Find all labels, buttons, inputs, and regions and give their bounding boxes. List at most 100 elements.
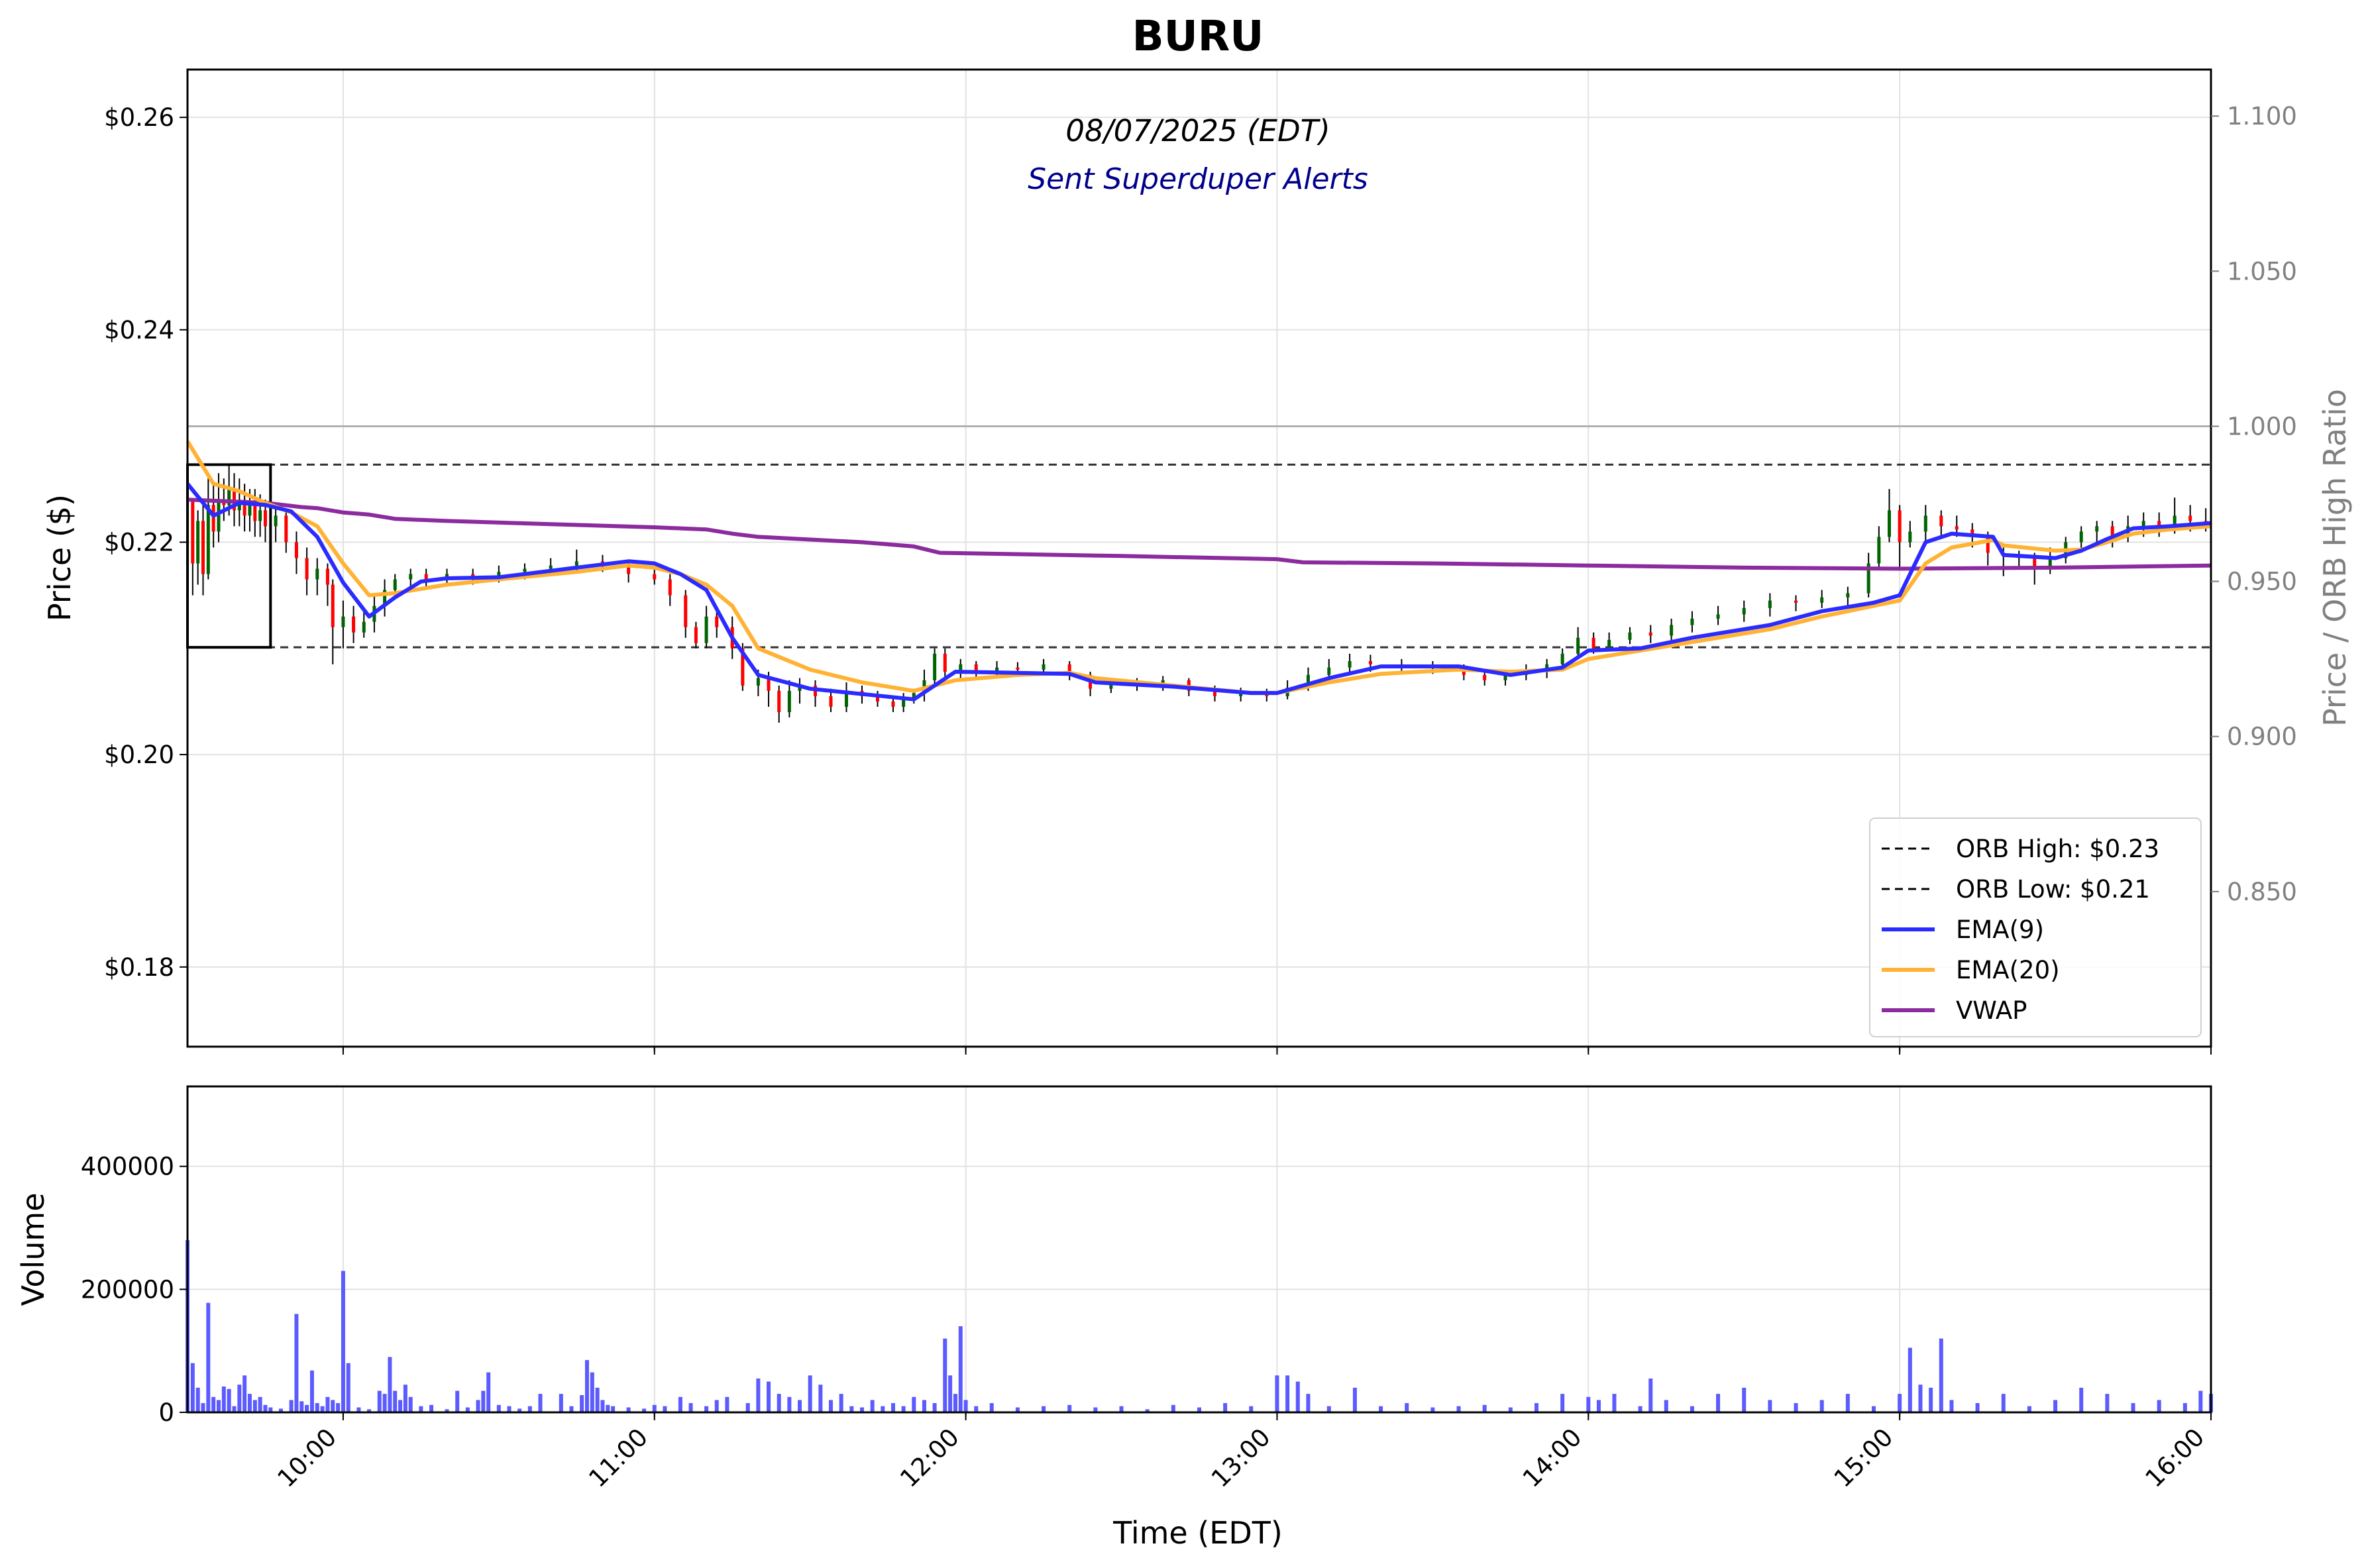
volume-bar [1612,1394,1617,1412]
volume-bar [663,1406,667,1412]
volume-bar [263,1404,268,1412]
right-y-tick-label: 1.050 [2227,257,2297,286]
volume-bar [569,1406,574,1412]
candle-body [1820,597,1824,603]
volume-bar [2027,1406,2031,1412]
candle-body [715,616,719,627]
orb-levels [186,425,2211,649]
x-axis-label: Time (EDT) [1112,1515,1283,1551]
volume-bar [507,1406,511,1412]
volume-bar [486,1372,491,1412]
legend-label: EMA(20) [1956,956,2060,984]
volume-bar [289,1400,294,1412]
volume-bar [388,1357,392,1412]
candle-body [902,699,906,707]
volume-bar [325,1396,330,1412]
volume-bar [341,1271,345,1412]
candle-body [756,678,760,686]
volume-axis-label: Volume [15,1192,51,1306]
candle-body [574,561,578,566]
candle-body [2095,526,2099,532]
vwap-line [187,497,2212,571]
volume-bar [1872,1406,1876,1412]
volume-plot-frame [186,1085,2212,1414]
candle-body [1628,632,1632,640]
candle-body [653,574,657,580]
volume-bar [382,1394,387,1412]
candle-body [191,499,195,564]
legend-label: ORB High: $0.23 [1956,835,2159,863]
volume-bar [1929,1387,1933,1412]
volume-bar [704,1406,709,1412]
candle-body [974,664,978,672]
volume-bar [756,1378,761,1412]
volume-bar [1949,1400,1954,1412]
candle-body [1768,600,1772,608]
volume-bar [989,1403,994,1412]
candle-body [258,510,262,521]
candle-body [1670,625,1674,636]
volume-bar [890,1403,895,1412]
right-y-tick-label: 1.100 [2227,102,2297,131]
chart-subtitle: 08/07/2025 (EDT) [1065,113,1330,148]
candle-body [741,648,745,686]
right-y-tick-label: 0.900 [2227,723,2297,751]
volume-bar [948,1375,953,1412]
candle-body [627,565,631,574]
legend-box [1869,817,2202,1037]
volume-bar [1908,1347,1912,1412]
candle-body [1560,653,1564,664]
volume-tick-label: 0 [158,1398,174,1427]
candle-body [2188,515,2192,521]
volume-bar [305,1404,309,1412]
right-y-tick-label: 1.000 [2227,412,2297,441]
candle-body [1483,674,1487,680]
volume-bar [227,1388,231,1412]
candle-body [253,505,257,521]
volume-bar [808,1375,812,1412]
candle-body [1591,637,1595,649]
volume-bar [1456,1406,1461,1412]
volume-bar [626,1407,631,1412]
right-y-tick-label: 0.850 [2227,878,2297,906]
volume-bar [932,1403,937,1412]
candle-body [383,590,387,606]
volume-bar [1197,1407,1201,1412]
volume-bar [278,1408,283,1412]
candle-body [1503,674,1507,680]
volume-bar [496,1404,501,1412]
volume-bar [346,1363,350,1412]
candle-body [549,565,553,569]
candle-body [331,584,335,627]
legend-label: EMA(9) [1956,915,2044,944]
volume-bar [206,1302,211,1412]
volume-bar [408,1396,413,1412]
volume-bar [963,1400,968,1412]
legend-label: VWAP [1956,996,2027,1025]
candle-body [1327,667,1331,675]
candle-body [1109,682,1113,689]
volume-bar [1918,1385,1923,1412]
candle-body [393,579,397,590]
volume-bar [787,1396,792,1412]
volume-bar [1716,1394,1721,1412]
candle-body [1716,614,1720,619]
volume-bar [714,1400,719,1412]
candle-body [694,627,698,643]
candle-body [912,693,916,700]
candle-body [704,616,708,643]
volume-bar [190,1363,195,1412]
y-tick-label: $0.24 [104,316,174,344]
volume-bar [294,1314,299,1412]
volume-bar [1352,1387,1357,1412]
candle-body [1866,563,1870,594]
volume-bar [331,1400,335,1412]
candle-body [248,505,252,516]
volume-bar [1560,1394,1565,1412]
price-plot-frame [186,68,2212,1048]
volume-bar [912,1396,916,1412]
volume-bar [393,1390,398,1412]
volume-bar [1482,1404,1487,1412]
volume-bar [798,1400,802,1412]
